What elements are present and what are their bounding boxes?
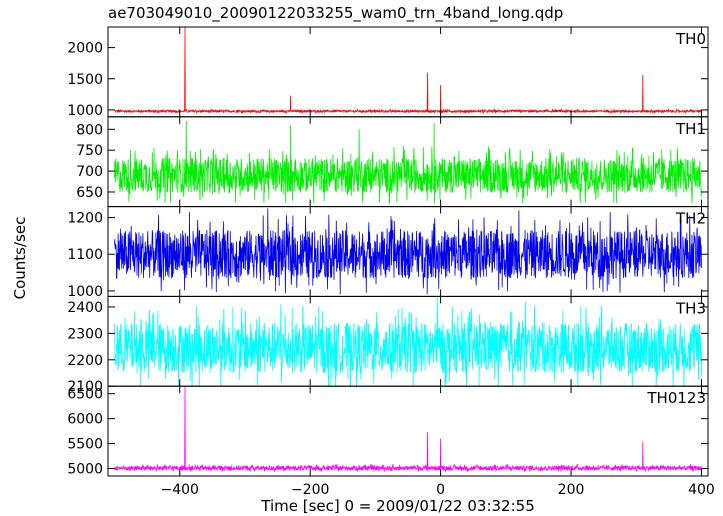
- y-tick-label: 5500: [67, 437, 103, 453]
- chart-title: ae703049010_20090122033255_wam0_trn_4ban…: [108, 4, 564, 22]
- y-tick-label: 650: [76, 185, 103, 201]
- x-tick-label: −200: [291, 482, 329, 498]
- x-tick-label: 400: [688, 482, 715, 498]
- panel-frame-th1: [107, 116, 709, 208]
- series-line-th3: [114, 296, 702, 387]
- y-tick-label: 6000: [67, 412, 103, 428]
- panel-label-th3: TH3: [675, 299, 706, 317]
- y-tick-label: 6500: [67, 387, 103, 403]
- y-tick-label: 1100: [67, 247, 103, 263]
- y-tick-label: 2200: [67, 353, 103, 369]
- x-tick-label: 200: [558, 482, 585, 498]
- panel-label-th0: TH0: [675, 30, 706, 48]
- y-tick-label: 700: [76, 164, 103, 180]
- panel-label-th1: TH1: [675, 120, 706, 138]
- panel-label-th2: TH2: [675, 210, 706, 228]
- y-tick-label: 2300: [67, 326, 103, 342]
- panel-frame-th0123: [107, 385, 709, 477]
- y-tick-label: 2100: [67, 379, 103, 395]
- y-tick-label: 2400: [67, 300, 103, 316]
- y-tick-label: 5000: [67, 462, 103, 478]
- y-tick-label: 800: [76, 122, 103, 138]
- x-tick-label: 0: [436, 482, 445, 498]
- y-tick-label: 750: [76, 143, 103, 159]
- y-tick-label: 1000: [67, 284, 103, 300]
- x-tick-label: −400: [161, 482, 199, 498]
- y-tick-label: 1500: [67, 72, 103, 88]
- panel-label-th0123: TH0123: [646, 389, 706, 407]
- x-axis-label: Time [sec] 0 = 2009/01/22 03:32:55: [261, 497, 535, 515]
- y-tick-label: 1000: [67, 103, 103, 119]
- series-line-th1: [114, 120, 702, 205]
- series-line-th2: [114, 208, 702, 295]
- series-line-th0123: [114, 386, 702, 473]
- y-tick-label: 1200: [67, 211, 103, 227]
- series-line-th0: [114, 27, 702, 115]
- panel-frame-th0: [107, 26, 709, 118]
- y-tick-label: 2000: [67, 41, 103, 57]
